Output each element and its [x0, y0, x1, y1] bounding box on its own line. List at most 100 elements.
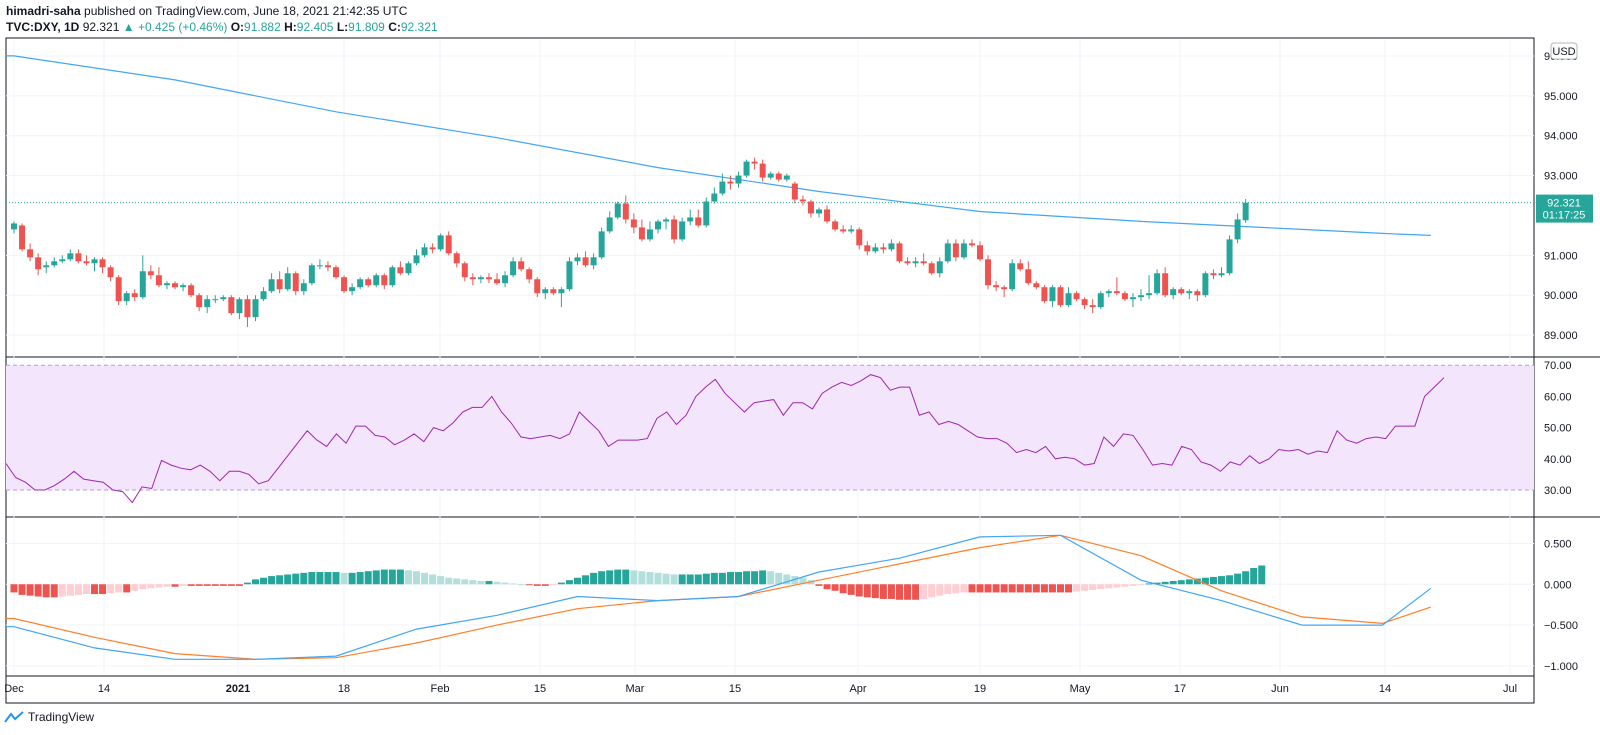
- currency-badge[interactable]: USD: [1550, 42, 1578, 60]
- grid-lines: [6, 40, 1534, 674]
- candle-body: [228, 297, 235, 314]
- macd-histogram-bar: [574, 577, 581, 585]
- macd-histogram-bar: [1121, 584, 1129, 587]
- candle-body: [598, 231, 605, 258]
- candle-body: [510, 261, 517, 276]
- macd-histogram-bar: [235, 584, 243, 586]
- macd-histogram-bar: [871, 584, 879, 599]
- macd-histogram-bar: [1258, 565, 1266, 585]
- macd-histogram-bar: [1226, 575, 1234, 585]
- candle-body: [244, 299, 251, 318]
- macd-histogram-bar: [50, 584, 58, 598]
- macd-histogram-bar: [1209, 576, 1217, 585]
- macd-histogram-bar: [952, 584, 960, 594]
- macd-histogram-bar: [710, 572, 718, 585]
- macd-histogram-bar: [630, 570, 638, 585]
- macd-histogram-bar: [300, 572, 308, 585]
- macd-histogram-bar: [1193, 578, 1201, 585]
- candle-body: [284, 273, 291, 290]
- candle-body: [590, 257, 597, 266]
- macd-histogram-bar: [372, 570, 380, 585]
- macd-histogram-bar: [662, 573, 670, 585]
- candle-body: [349, 287, 356, 292]
- macd-histogram-bar: [243, 582, 251, 585]
- macd-histogram-bar: [58, 584, 66, 597]
- candle-body: [1146, 293, 1153, 296]
- macd-histogram-bar: [622, 569, 630, 585]
- macd-histogram-bar: [839, 584, 847, 594]
- candle-body: [268, 279, 275, 292]
- axis-labels: Dec 14 2021 18 Feb 15 Mar 15 Apr 19 May 17 Jun 14 Jul 9…: [4, 51, 1578, 695]
- candle-body: [437, 235, 444, 250]
- price-tick-label: 94.000: [1544, 131, 1578, 143]
- time-tick-label: 15: [729, 683, 741, 695]
- macd-histogram-bar: [726, 572, 734, 585]
- macd-histogram-bar: [1177, 580, 1185, 585]
- rsi-line: [5, 374, 1445, 504]
- open-label: O:: [230, 20, 245, 34]
- candle-body: [904, 261, 911, 264]
- macd-histogram-bar: [276, 575, 284, 585]
- change-label: ▲ +0.425 (+0.46%): [122, 20, 228, 34]
- candle-body: [357, 279, 364, 288]
- tradingview-brand[interactable]: TradingView: [28, 710, 95, 724]
- candle-body: [1017, 263, 1024, 270]
- candle-body: [832, 221, 839, 230]
- candle-body: [606, 217, 613, 232]
- candle-body: [405, 263, 412, 274]
- macd-histogram-bar: [115, 584, 123, 593]
- macd-histogram-bar: [799, 577, 807, 585]
- macd-histogram-bar: [968, 584, 976, 593]
- time-tick-label: 18: [338, 683, 350, 695]
- candle-body: [775, 173, 782, 180]
- author-name[interactable]: himadri-saha: [6, 4, 81, 18]
- price-pane[interactable]: [6, 55, 1534, 328]
- time-tick-label: Jun: [1271, 683, 1289, 695]
- macd-histogram-bar: [131, 584, 139, 591]
- macd-histogram-bar: [525, 584, 533, 586]
- candle-body: [212, 299, 219, 301]
- candle-body: [888, 243, 895, 250]
- macd-histogram-bar: [565, 580, 573, 585]
- time-tick-label: Mar: [626, 683, 645, 695]
- macd-histogram-bar: [887, 584, 895, 599]
- candle-body: [421, 247, 428, 256]
- candle-body: [59, 259, 66, 262]
- candle-body: [1033, 283, 1040, 288]
- macd-histogram-bar: [992, 584, 1000, 593]
- macd-histogram-bar: [155, 584, 163, 588]
- macd-histogram-bar: [1105, 584, 1113, 589]
- symbol-label[interactable]: TVC:DXY, 1D: [6, 20, 80, 34]
- macd-tick-label: −0.500: [1544, 620, 1578, 632]
- candle-body: [51, 261, 58, 266]
- price-tick-label: 90.000: [1544, 290, 1578, 302]
- macd-histogram-bar: [1153, 582, 1161, 585]
- candle-body: [534, 279, 541, 294]
- macd-histogram-bar: [590, 572, 598, 585]
- candle-body: [67, 253, 74, 260]
- candle-body: [968, 243, 975, 246]
- macd-histogram-bar: [284, 574, 292, 585]
- macd-histogram-bar: [936, 584, 944, 596]
- macd-histogram-bar: [324, 572, 332, 585]
- candle-body: [139, 271, 146, 298]
- macd-histogram-bar: [469, 580, 477, 585]
- candle-body: [799, 199, 806, 202]
- macd-histogram-bar: [316, 572, 324, 585]
- macd-histogram-bar: [702, 573, 710, 585]
- macd-histogram-bar: [1048, 584, 1056, 593]
- low-label: L:: [336, 20, 349, 34]
- macd-histogram-bar: [751, 571, 759, 585]
- candle-body: [856, 229, 863, 246]
- candle-body: [115, 277, 122, 302]
- time-tick-label: 2021: [226, 683, 250, 695]
- macd-histogram-bar: [718, 572, 726, 585]
- price-tick-label: 89.000: [1544, 330, 1578, 342]
- publish-info: published on TradingView.com, June 18, 2…: [84, 4, 408, 18]
- candle-body: [1113, 291, 1120, 294]
- macd-histogram-bar: [912, 584, 920, 600]
- rsi-pane[interactable]: [5, 364, 1534, 504]
- macd-histogram-bar: [380, 569, 388, 585]
- macd-pane[interactable]: [6, 534, 1432, 660]
